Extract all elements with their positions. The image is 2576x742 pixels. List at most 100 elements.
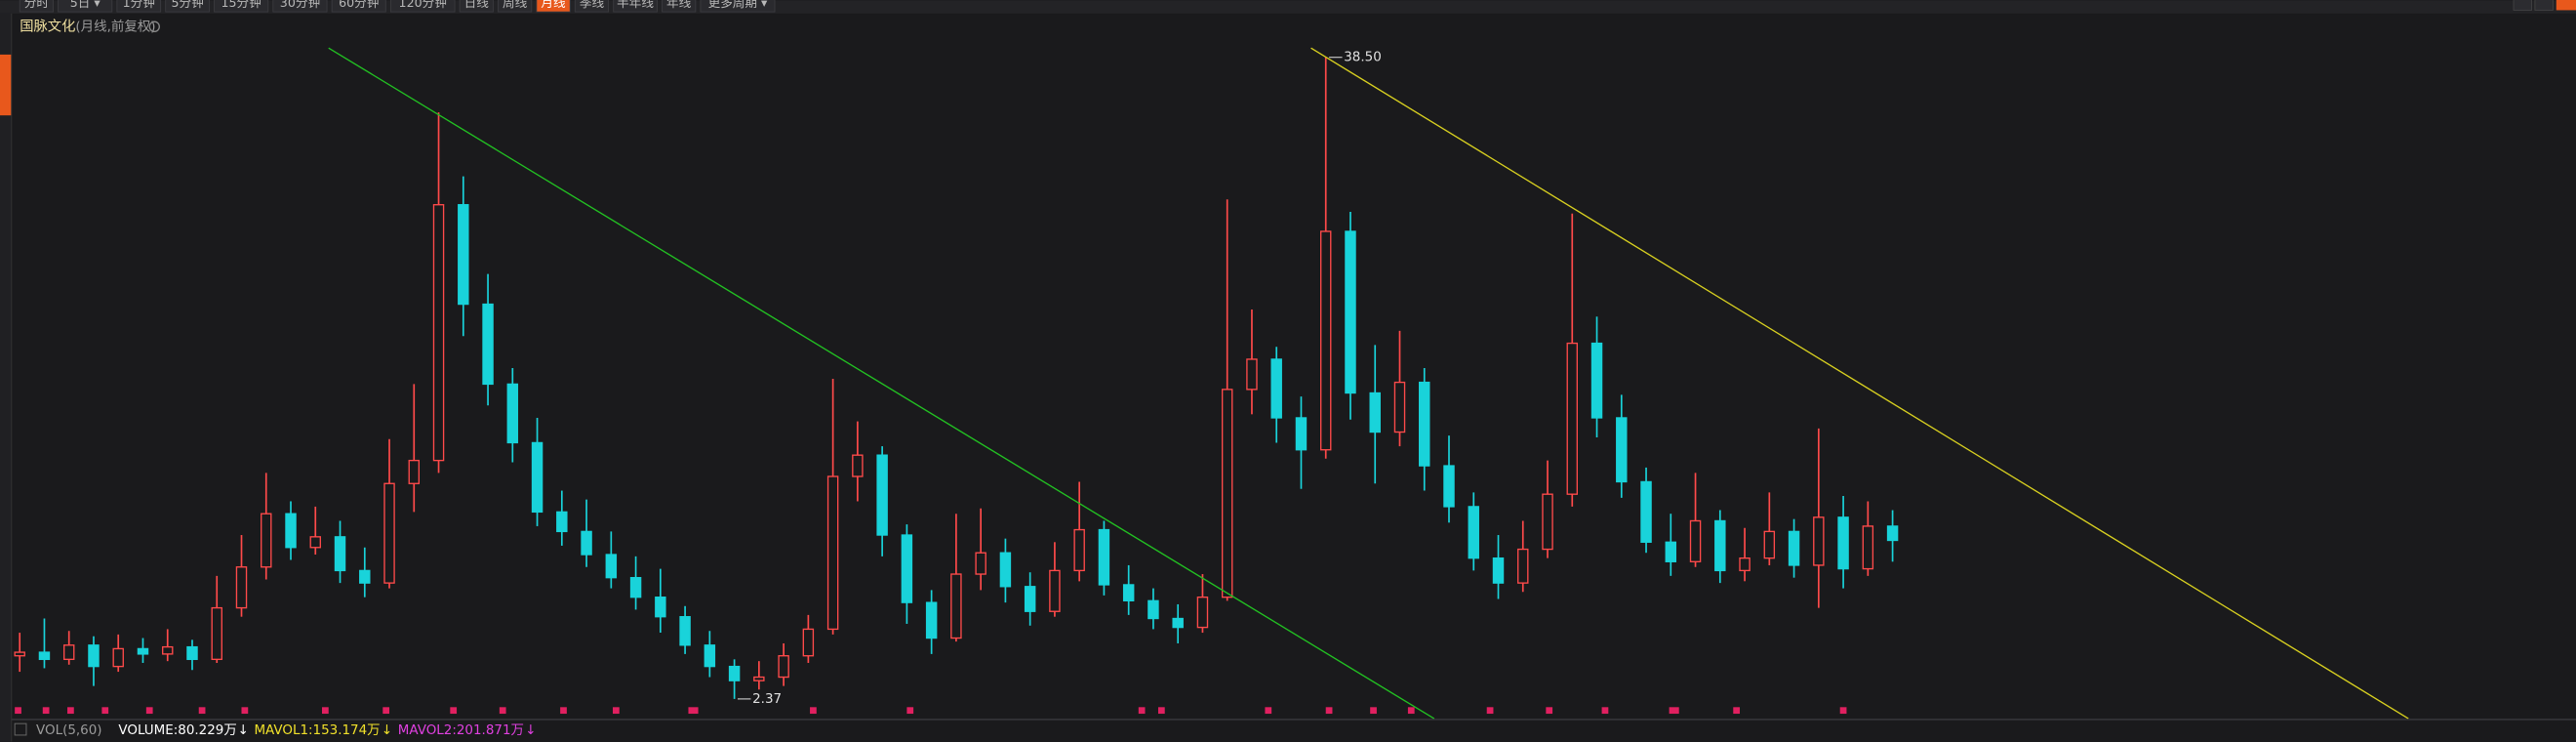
event-marker[interactable] [499,707,506,715]
candle-body [655,597,666,618]
event-marker[interactable] [810,707,817,715]
max-price-label: 38.50 [1344,51,1382,65]
tab[interactable] [272,0,328,13]
candle-body [506,383,519,444]
event-marker[interactable] [1601,707,1609,715]
tab-label: 60分钟 [339,0,379,10]
tab[interactable] [165,0,210,13]
event-marker[interactable] [42,707,50,715]
tab-label: 1分钟 [123,0,155,10]
candle-body [605,554,618,579]
event-marker[interactable] [145,707,153,715]
event-marker[interactable] [1486,707,1494,715]
tab-label: 周线 [503,0,528,10]
event-marker[interactable] [67,707,74,715]
event-marker[interactable] [15,707,21,715]
tab[interactable] [459,0,494,13]
tab-label: 15分钟 [221,0,262,10]
event-markers [15,707,1847,715]
event-marker[interactable] [241,707,249,715]
candle-body [1172,617,1184,629]
event-marker[interactable] [1265,707,1272,715]
event-marker[interactable] [1407,707,1415,715]
candle-body [88,644,100,668]
event-marker[interactable] [1325,707,1333,715]
candle-body [1590,342,1603,419]
tab[interactable] [574,0,610,13]
candle-body [334,536,346,572]
zoom-in-button[interactable] [2513,0,2532,11]
tab-label: 分时 [24,0,50,10]
tab[interactable] [536,0,571,13]
candle-body [1369,392,1381,433]
close-button[interactable] [2556,0,2576,11]
trend-line[interactable] [1310,47,2409,720]
candle-body [1419,381,1430,467]
candle-body [1073,528,1085,572]
candle-body [1122,584,1135,601]
event-marker[interactable] [450,707,458,715]
candle-body [432,204,445,462]
candle-body [704,644,716,668]
event-marker[interactable] [1669,707,1679,715]
event-marker[interactable] [322,707,329,715]
event-marker[interactable] [1370,707,1377,715]
tab-label: 30分钟 [280,0,320,10]
side-tab-active[interactable] [0,54,12,116]
volume-indicator-name: VOL(5,60) [36,723,102,738]
candle-body [14,651,25,657]
candle-body [1049,569,1061,612]
event-marker[interactable] [1138,707,1146,715]
candle-body [1147,599,1159,620]
candle-body [1640,480,1652,543]
tab[interactable] [498,0,533,13]
candle-body [1393,381,1406,433]
legend-toggle[interactable] [14,722,27,736]
event-marker[interactable] [560,707,567,715]
tab[interactable] [19,0,54,13]
tab-label: 半年线 [617,0,654,10]
candle-body [925,601,938,639]
event-marker[interactable] [613,707,620,715]
event-marker[interactable] [382,707,390,715]
tab[interactable] [389,0,456,13]
min-price-label: 2.37 [752,692,782,707]
event-marker[interactable] [906,707,914,715]
candle-body [581,530,592,556]
tab[interactable] [58,0,113,13]
event-marker[interactable] [198,707,206,715]
trend-line[interactable] [328,47,1435,720]
event-marker[interactable] [1157,707,1165,715]
candle-body [1862,525,1874,570]
candle-body [1689,519,1702,562]
event-marker[interactable] [1546,707,1553,715]
candle-body [285,513,297,549]
candle-body [309,536,321,549]
candle-body [1616,417,1628,483]
candle-body [62,644,75,661]
tab[interactable] [700,0,776,13]
tab-label: 5日 ▾ [70,0,101,10]
tab[interactable] [331,0,386,13]
tab-label: 5分钟 [171,0,203,10]
candle-body [359,569,371,584]
zoom-out-button[interactable] [2534,0,2554,11]
event-marker[interactable] [688,707,699,715]
event-marker[interactable] [1839,707,1847,715]
candle-body [975,552,986,575]
tab[interactable] [613,0,658,13]
event-marker[interactable] [1733,707,1741,715]
candle-body [1837,516,1849,570]
tab-label: 120分钟 [399,0,447,10]
event-marker[interactable] [101,707,109,715]
candle-body [1763,530,1776,559]
tab[interactable] [662,0,697,13]
tab[interactable] [116,0,162,13]
candle-body [901,534,913,603]
candle-body [950,573,962,639]
settings-icon[interactable] [148,21,160,32]
candle-body [1246,358,1258,391]
trend-arrow: ↓ [382,723,392,738]
candle-body [482,303,494,386]
tab[interactable] [214,0,269,13]
